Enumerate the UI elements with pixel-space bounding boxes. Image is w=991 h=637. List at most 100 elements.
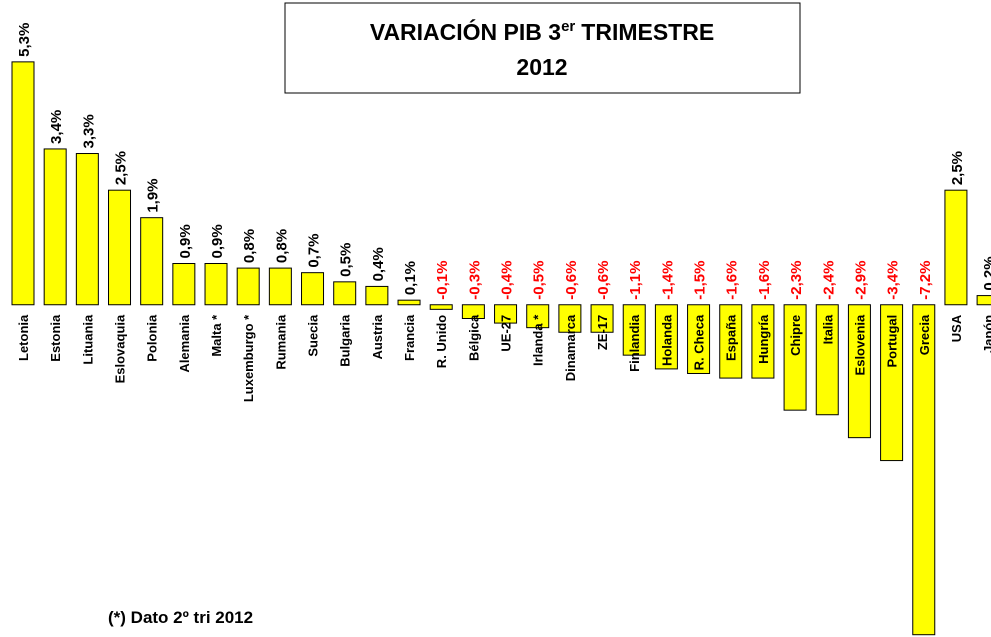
x-tick-label: España xyxy=(724,314,739,361)
bar xyxy=(365,285,389,306)
bar xyxy=(172,263,196,306)
bar xyxy=(333,281,357,306)
value-label: 0,1% xyxy=(402,261,419,295)
value-label: -1,1% xyxy=(627,261,644,300)
bar xyxy=(719,304,743,379)
x-tick-label: Bulgaria xyxy=(338,314,353,367)
value-label: -3,4% xyxy=(885,261,902,300)
value-label: -1,6% xyxy=(724,261,741,300)
value-label: 3,4% xyxy=(48,110,65,144)
title-text: VARIACIÓN PIB 3 xyxy=(370,18,561,45)
x-tick-label: Japón xyxy=(981,315,991,353)
value-label: 0,9% xyxy=(177,224,194,258)
x-tick-label: Holanda xyxy=(659,314,674,366)
value-label: -2,9% xyxy=(852,261,869,300)
x-tick-label: USA xyxy=(949,314,964,342)
value-label: 2,5% xyxy=(113,151,130,185)
value-label: 0,4% xyxy=(370,247,387,281)
bar xyxy=(429,304,453,310)
bar xyxy=(11,61,35,306)
x-tick-label: Letonia xyxy=(16,314,31,361)
chart-title-line2: 2012 xyxy=(516,54,567,80)
x-tick-label: Lituania xyxy=(80,314,95,365)
x-tick-label: Grecia xyxy=(917,314,932,355)
bar xyxy=(140,217,164,306)
bar xyxy=(558,304,582,333)
title-box xyxy=(284,2,801,94)
value-label: 0,8% xyxy=(241,229,258,263)
x-tick-label: Suecia xyxy=(306,314,321,357)
bar xyxy=(622,304,646,356)
x-tick-label: Italia xyxy=(820,314,835,344)
value-label: -7,2% xyxy=(917,261,934,300)
x-tick-label: Polonia xyxy=(145,314,160,362)
value-label: -0,5% xyxy=(531,261,548,300)
x-tick-label: Malta * xyxy=(209,314,224,357)
x-tick-label: Austria xyxy=(370,314,385,360)
x-tick-label: Estonia xyxy=(48,314,63,362)
value-label: 0,5% xyxy=(338,243,355,277)
bar xyxy=(236,267,260,306)
bar xyxy=(397,299,421,306)
x-tick-label: UE-27 xyxy=(499,315,514,352)
footnote: (*) Dato 2º tri 2012 xyxy=(108,608,253,627)
value-label: -2,3% xyxy=(788,261,805,300)
value-label: -0,4% xyxy=(499,261,516,300)
value-label: 0,7% xyxy=(306,233,323,267)
bar xyxy=(108,189,132,306)
bar xyxy=(944,189,968,306)
x-tick-label: Dinamarca xyxy=(563,314,578,381)
x-tick-label: Luxemburgo * xyxy=(241,314,256,402)
bar xyxy=(268,267,292,306)
value-label: -2,4% xyxy=(820,261,837,300)
bar xyxy=(526,304,550,329)
x-tick-label: Francia xyxy=(402,314,417,361)
chart-title: VARIACIÓN PIB 3er TRIMESTRE xyxy=(370,18,714,45)
bar xyxy=(461,304,485,320)
bar xyxy=(976,295,991,306)
value-label: -0,1% xyxy=(434,261,451,300)
bar xyxy=(880,304,904,462)
bar xyxy=(75,153,99,306)
x-tick-label: Rumania xyxy=(273,314,288,370)
value-label: 0,2% xyxy=(981,256,991,290)
x-tick-label: Alemania xyxy=(177,314,192,373)
bar xyxy=(301,272,325,306)
bar xyxy=(204,263,228,306)
bar xyxy=(751,304,775,379)
bar xyxy=(43,148,67,306)
x-tick-label: Eslovaquia xyxy=(113,314,128,383)
value-label: 0,8% xyxy=(273,229,290,263)
bar xyxy=(815,304,839,416)
x-tick-label: Bélgica xyxy=(466,314,481,361)
x-tick-label: Eslovenia xyxy=(852,314,867,375)
x-tick-label: R. Unido xyxy=(434,315,449,368)
value-label: -1,6% xyxy=(756,261,773,300)
x-tick-label: R. Checa xyxy=(692,314,707,370)
x-tick-label: ZE-17 xyxy=(595,315,610,350)
title-superscript: er xyxy=(561,18,575,35)
value-label: -0,6% xyxy=(563,261,580,300)
bar xyxy=(494,304,518,324)
x-tick-label: Finlandia xyxy=(627,314,642,372)
bar xyxy=(590,304,614,333)
value-label: 0,9% xyxy=(209,224,226,258)
value-label: 5,3% xyxy=(16,23,33,57)
title-text-end: TRIMESTRE xyxy=(581,19,714,45)
bar xyxy=(847,304,871,439)
x-tick-label: Hungría xyxy=(756,314,771,364)
value-label: -0,3% xyxy=(466,261,483,300)
x-tick-label: Portugal xyxy=(885,315,900,368)
value-label: 3,3% xyxy=(80,114,97,148)
value-label: -1,5% xyxy=(692,261,709,300)
x-tick-label: Irlanda * xyxy=(531,314,546,366)
bar xyxy=(654,304,678,370)
value-label: -0,6% xyxy=(595,261,612,300)
bar xyxy=(783,304,807,411)
value-label: 1,9% xyxy=(145,178,162,212)
bar xyxy=(687,304,711,374)
value-label: -1,4% xyxy=(659,261,676,300)
value-label: 2,5% xyxy=(949,151,966,185)
bar xyxy=(912,304,936,636)
